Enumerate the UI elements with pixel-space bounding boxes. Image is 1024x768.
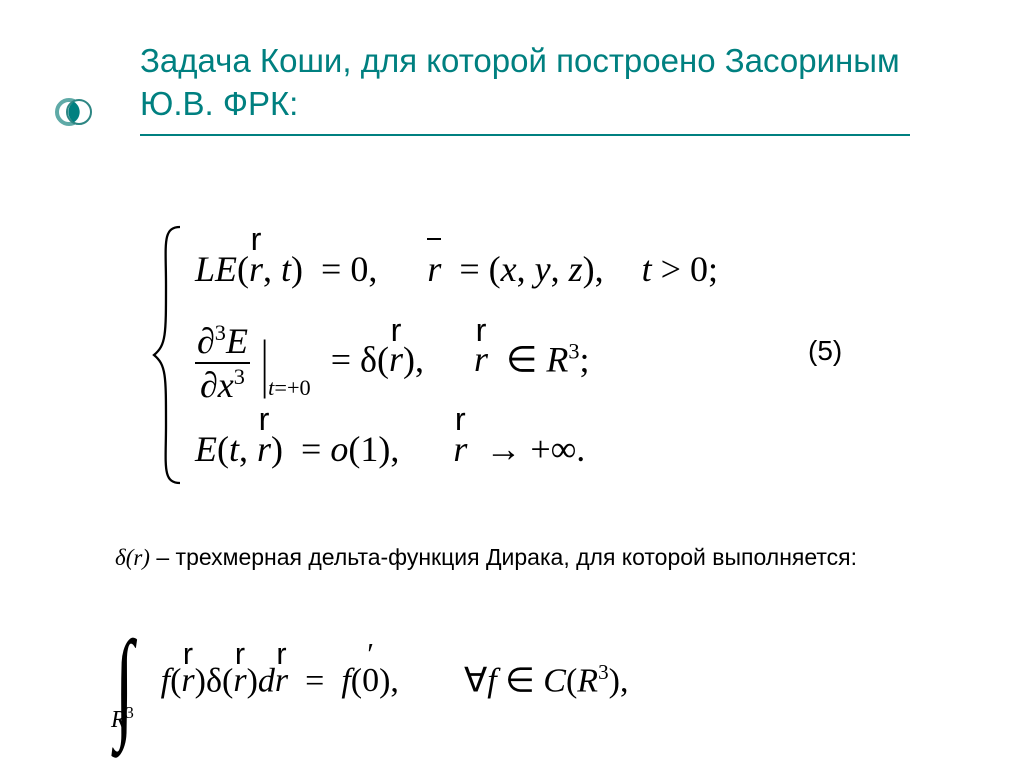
delta-symbol: δ(r) — [115, 545, 150, 570]
dirac-text: – трехмерная дельта-функция Дирака, для … — [150, 544, 857, 570]
equation-tag: (5) — [808, 335, 842, 367]
title-rule — [140, 134, 910, 136]
slide-title: Задача Коши, для которой построено Засор… — [140, 40, 914, 126]
dirac-description: δ(r) – трехмерная дельта-функция Дирака,… — [115, 542, 895, 573]
brace-icon — [150, 225, 190, 490]
bullet-icon — [55, 92, 95, 132]
eq-row-3: E(t, rr) = o(1), rr → +∞. — [195, 428, 585, 470]
integral-equation: ∫ R3 f(rr)δ(rr)drr = f(′0), ∀f ∈ C(R3), — [115, 660, 628, 704]
eq-row-1: LE(rr, t) = 0, r = (x, y, z), t > 0; — [195, 248, 718, 290]
eq-row-2: ∂3E ∂x3 |t=+0 = δ(rr), rr ∈ R3; — [195, 320, 590, 406]
slide-container: Задача Коши, для которой построено Засор… — [0, 0, 1024, 768]
